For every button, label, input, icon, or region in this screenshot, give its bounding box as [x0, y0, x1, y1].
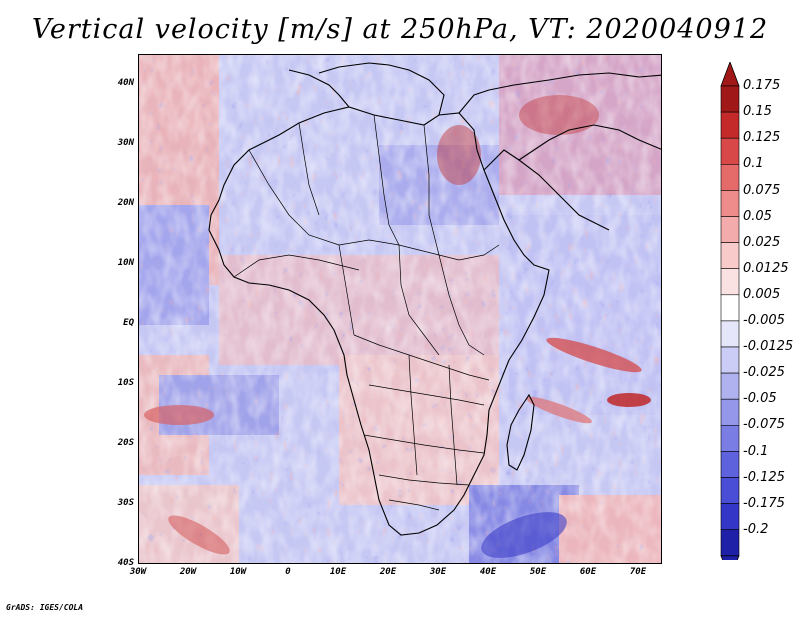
colorbar-swatch: [720, 503, 740, 531]
colorbar-label: 0.025: [743, 234, 781, 250]
colorbar-label: 0.175: [743, 78, 781, 94]
lat-label-30n: 30N: [117, 138, 134, 148]
lat-label-30s: 30S: [117, 498, 134, 508]
map-canvas: [139, 55, 661, 563]
colorbar-swatch: [720, 372, 740, 400]
colorbar-swatch: [720, 398, 740, 426]
lon-label-70e: 70E: [629, 567, 647, 577]
colorbar-swatch: [720, 477, 740, 504]
map-plot-area[interactable]: [138, 54, 662, 564]
colorbar-label: -0.1: [743, 443, 769, 459]
colorbar-swatch: [720, 137, 740, 165]
colorbar-label: -0.075: [743, 417, 785, 433]
lat-label-10n: 10N: [117, 258, 134, 268]
colorbar-label: -0.025: [743, 365, 785, 381]
colorbar-swatch: [720, 451, 740, 478]
colorbar-swatch: [720, 424, 740, 452]
colorbar-swatch: [720, 346, 740, 374]
country-borders: [233, 114, 500, 511]
colorbar-label: -0.175: [743, 495, 785, 511]
lon-label-50e: 50E: [529, 567, 547, 577]
credit-text: GrADS: IGES/COLA: [6, 603, 84, 612]
colorbar-label: -0.125: [743, 469, 785, 485]
lat-label-20n: 20N: [117, 198, 134, 208]
chart-title: Vertical velocity [m/s] at 250hPa, VT: 2…: [31, 14, 769, 45]
lat-label-40s: 40S: [117, 558, 134, 568]
colorbar-label: -0.005: [743, 313, 785, 328]
lat-label-40n: 40N: [117, 78, 134, 88]
lon-label-40e: 40E: [479, 567, 497, 577]
lon-label-30w: 30W: [129, 567, 147, 577]
colorbar-label: 0.1: [743, 156, 764, 172]
lon-label-0: 0: [285, 567, 291, 577]
lat-label-eq: EQ: [123, 318, 134, 328]
colorbar-label: 0.15: [743, 104, 772, 120]
colorbar-swatch: [720, 294, 740, 322]
colorbar-swatch: [720, 268, 740, 296]
lon-label-20e: 20E: [379, 567, 397, 577]
colorbar-label: -0.0125: [743, 339, 794, 355]
colorbar: [720, 62, 740, 560]
colorbar-label: 0.075: [743, 182, 781, 198]
colorbar-swatch: [720, 85, 740, 113]
lon-label-10w: 10W: [229, 567, 247, 577]
colorbar-label: 0.005: [743, 286, 781, 302]
lon-label-30e: 30E: [429, 567, 447, 577]
colorbar-swatch: [720, 111, 740, 139]
colorbar-label: 0.125: [743, 130, 781, 146]
strong-features: [144, 95, 651, 558]
lat-label-20s: 20S: [117, 438, 134, 448]
lon-label-20w: 20W: [179, 567, 197, 577]
colorbar-label: 0.05: [743, 208, 772, 224]
lon-label-60e: 60E: [579, 567, 597, 577]
colorbar-label: 0.0125: [743, 260, 789, 276]
colorbar-bottom-arrow: [720, 555, 740, 560]
lon-label-10e: 10E: [329, 567, 347, 577]
colorbar-top-arrow: [720, 62, 740, 87]
colorbar-swatch: [720, 242, 740, 270]
colorbar-swatch: [720, 320, 740, 348]
lat-label-10s: 10S: [117, 378, 134, 388]
colorbar-label: -0.05: [743, 391, 777, 407]
colorbar-swatch: [720, 529, 740, 557]
coastlines: [208, 62, 661, 536]
colorbar-swatch: [720, 164, 740, 191]
colorbar-label: -0.2: [743, 521, 769, 537]
colorbar-swatch: [720, 216, 740, 243]
colorbar-swatch: [720, 190, 740, 217]
